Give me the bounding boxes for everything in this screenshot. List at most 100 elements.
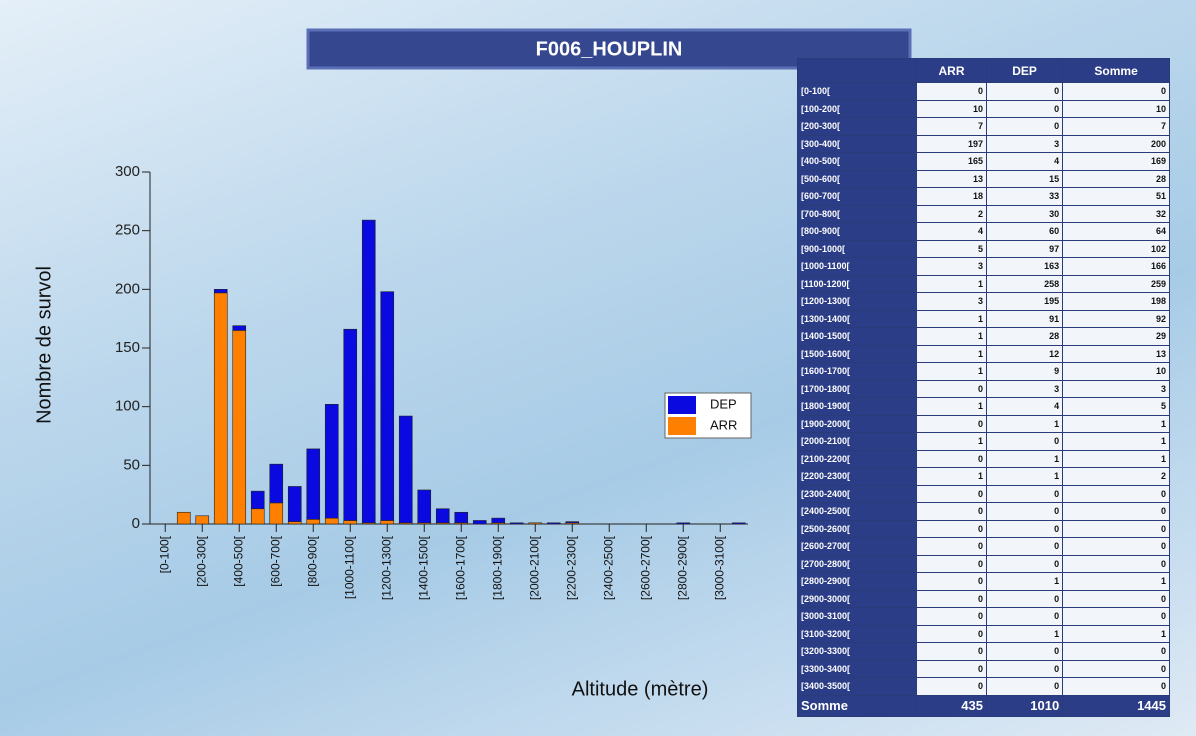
bar-segment <box>213 289 228 294</box>
bar-segment <box>232 330 247 525</box>
x-tick-label: [2000-2100[ <box>527 535 541 600</box>
row-label: [600-700[ <box>797 187 917 206</box>
table-row: [300-400[197 3 200 <box>797 134 1170 153</box>
cell: 1 <box>916 397 987 416</box>
cell: 0 <box>916 642 987 661</box>
bar-segment <box>491 517 506 524</box>
bar-segment <box>306 519 321 525</box>
cell: 51 <box>1062 187 1170 206</box>
table-row: [800-900[4 60 64 <box>797 222 1170 241</box>
cell: 18 <box>916 187 987 206</box>
data-table: ARR DEP Somme [0-100[0 0 0 [100-200[10 0 10 [200-… <box>797 58 1170 717</box>
cell: 3 <box>1062 379 1170 398</box>
cell: 0 <box>985 589 1064 608</box>
cell: 0 <box>916 379 987 398</box>
header-row: ARR DEP Somme <box>797 58 1170 83</box>
row-label: [2200-2300[ <box>797 467 917 486</box>
table-row: [0-100[0 0 0 <box>797 82 1170 101</box>
bar-segment <box>546 522 561 525</box>
x-tick-label: [2400-2500[ <box>601 535 615 600</box>
cell: 3 <box>985 134 1064 153</box>
table-row: [3200-3300[0 0 0 <box>797 642 1170 661</box>
legend-swatch <box>668 396 696 414</box>
row-label: [1800-1900[ <box>797 397 917 416</box>
cell: 0 <box>916 82 987 101</box>
row-label: [700-800[ <box>797 204 917 223</box>
cell: 0 <box>916 589 987 608</box>
table-row: [2800-2900[0 1 1 <box>797 572 1170 591</box>
cell: 0 <box>1062 537 1170 556</box>
cell: 1 <box>1062 432 1170 451</box>
cell: 10 <box>1062 99 1170 118</box>
table-row: [2400-2500[0 0 0 <box>797 502 1170 521</box>
cell: 13 <box>916 169 987 188</box>
bar-segment <box>472 520 487 525</box>
bar-segment <box>435 508 450 524</box>
x-tick-label: [1600-1700[ <box>453 535 467 600</box>
bar-segment <box>287 486 302 522</box>
cell: 1 <box>985 449 1064 468</box>
x-tick-label: [0-100[ <box>157 535 171 573</box>
table-row: [1700-1800[0 3 3 <box>797 379 1170 398</box>
cell: 4 <box>916 222 987 241</box>
cell: 5 <box>916 239 987 258</box>
table-row: [2900-3000[0 0 0 <box>797 589 1170 608</box>
table-row: [2500-2600[0 0 0 <box>797 519 1170 538</box>
bar-segment <box>232 325 247 331</box>
y-axis-label: Nombre de survol <box>33 266 55 424</box>
x-tick-label: [1400-1500[ <box>416 535 430 600</box>
table-row: [100-200[10 0 10 <box>797 99 1170 118</box>
cell: 0 <box>1062 82 1170 101</box>
y-tick-label: 300 <box>115 163 140 180</box>
column-header: DEP <box>985 58 1064 83</box>
table-row: [600-700[18 33 51 <box>797 187 1170 206</box>
table-row: [1400-1500[1 28 29 <box>797 327 1170 346</box>
chart-title: F006_HOUPLIN <box>536 38 683 60</box>
cell: 0 <box>916 519 987 538</box>
table-row: [2300-2400[0 0 0 <box>797 484 1170 503</box>
cell: 1 <box>985 572 1064 591</box>
x-tick-label: [400-500[ <box>231 535 245 586</box>
cell: 1 <box>916 327 987 346</box>
cell: 32 <box>1062 204 1170 223</box>
cell: 1 <box>985 624 1064 643</box>
column-header: Somme <box>1062 58 1170 83</box>
table-row: [1800-1900[1 4 5 <box>797 397 1170 416</box>
bar-segment <box>509 522 524 525</box>
cell: 0 <box>916 659 987 678</box>
legend-swatch <box>668 417 696 435</box>
cell: 0 <box>1062 677 1170 696</box>
y-tick-label: 200 <box>115 280 140 297</box>
row-label: [1000-1100[ <box>797 257 917 276</box>
row-label: [300-400[ <box>797 134 917 153</box>
cell: 10 <box>916 99 987 118</box>
cell: 7 <box>1062 117 1170 136</box>
y-tick-label: 100 <box>115 398 140 415</box>
cell: 0 <box>985 519 1064 538</box>
cell: 64 <box>1062 222 1170 241</box>
bar-segment <box>528 522 543 525</box>
total: 435 <box>916 694 987 717</box>
row-label: [2900-3000[ <box>797 589 917 608</box>
cell: 29 <box>1062 327 1170 346</box>
cell: 3 <box>985 379 1064 398</box>
cell: 1 <box>985 414 1064 433</box>
cell: 0 <box>985 484 1064 503</box>
bar-segment <box>380 520 395 525</box>
cell: 1 <box>916 467 987 486</box>
x-tick-label: [1800-1900[ <box>490 535 504 600</box>
x-axis-label: Altitude (mètre) <box>572 678 709 700</box>
total: 1445 <box>1062 694 1170 717</box>
row-label: [100-200[ <box>797 99 917 118</box>
bar-segment <box>731 522 746 525</box>
cell: 1 <box>916 432 987 451</box>
total-label: Somme <box>797 694 917 717</box>
cell: 0 <box>985 432 1064 451</box>
cell: 259 <box>1062 274 1170 293</box>
bar-segment <box>250 508 265 525</box>
bar-segment <box>565 521 580 524</box>
cell: 5 <box>1062 397 1170 416</box>
row-label: [3200-3300[ <box>797 642 917 661</box>
bar-segment <box>676 522 691 525</box>
bar-segment <box>269 502 284 525</box>
